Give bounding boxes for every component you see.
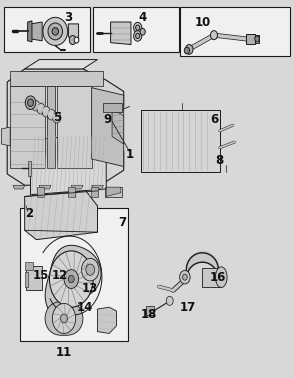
Circle shape	[42, 107, 50, 117]
Circle shape	[183, 274, 187, 280]
Text: 12: 12	[51, 269, 68, 282]
Circle shape	[47, 110, 56, 120]
Bar	[20, 208, 128, 341]
Circle shape	[133, 22, 142, 33]
Bar	[26, 266, 42, 290]
Bar	[181, 7, 290, 56]
Text: 7: 7	[118, 216, 126, 229]
Circle shape	[49, 251, 93, 307]
Bar	[10, 86, 45, 168]
Polygon shape	[112, 108, 124, 144]
Ellipse shape	[216, 267, 227, 288]
Text: 16: 16	[210, 271, 227, 284]
Circle shape	[136, 25, 140, 30]
Polygon shape	[69, 24, 78, 39]
Polygon shape	[28, 161, 31, 176]
Text: 15: 15	[33, 269, 49, 282]
Bar	[46, 86, 55, 168]
Bar	[25, 262, 33, 270]
Polygon shape	[92, 88, 124, 166]
Circle shape	[166, 296, 173, 305]
Bar	[141, 110, 220, 172]
Polygon shape	[92, 185, 103, 189]
Circle shape	[69, 36, 76, 45]
Polygon shape	[1, 127, 10, 146]
Circle shape	[53, 112, 61, 123]
Polygon shape	[31, 22, 42, 41]
Polygon shape	[31, 133, 106, 195]
Bar	[68, 187, 75, 197]
Polygon shape	[45, 302, 83, 335]
Text: 5: 5	[53, 111, 61, 124]
Polygon shape	[71, 185, 83, 189]
Text: 10: 10	[194, 15, 211, 28]
Bar	[255, 35, 259, 43]
Bar	[4, 7, 90, 52]
Circle shape	[136, 33, 140, 39]
Circle shape	[25, 96, 36, 110]
Circle shape	[86, 264, 95, 275]
Text: 9: 9	[103, 113, 112, 126]
Ellipse shape	[43, 17, 68, 45]
Text: 8: 8	[216, 154, 224, 167]
Text: 14: 14	[76, 301, 93, 314]
Circle shape	[184, 47, 190, 54]
Text: 1: 1	[126, 148, 133, 161]
Circle shape	[69, 275, 74, 283]
Polygon shape	[25, 191, 98, 240]
Ellipse shape	[48, 23, 63, 40]
Text: 2: 2	[25, 207, 33, 220]
Circle shape	[186, 45, 193, 54]
Bar	[10, 71, 103, 86]
Polygon shape	[111, 22, 131, 45]
Text: 13: 13	[82, 282, 98, 295]
Polygon shape	[25, 60, 98, 69]
Polygon shape	[39, 185, 51, 189]
Text: 6: 6	[210, 113, 218, 126]
Polygon shape	[7, 69, 124, 185]
Text: 11: 11	[56, 346, 72, 359]
Text: 18: 18	[140, 308, 157, 321]
Circle shape	[28, 99, 34, 107]
Bar	[146, 307, 154, 315]
Circle shape	[64, 270, 78, 288]
Circle shape	[74, 37, 79, 43]
Circle shape	[32, 101, 40, 111]
Polygon shape	[106, 187, 121, 197]
Circle shape	[255, 36, 259, 42]
Bar	[57, 86, 92, 168]
Circle shape	[140, 28, 145, 35]
Ellipse shape	[52, 28, 59, 35]
Bar	[246, 34, 255, 44]
Text: 17: 17	[180, 301, 196, 314]
Circle shape	[81, 259, 99, 281]
Bar	[202, 268, 221, 287]
Bar	[91, 187, 98, 197]
Circle shape	[37, 104, 45, 114]
Bar	[37, 187, 44, 197]
Circle shape	[180, 270, 190, 284]
Text: 3: 3	[64, 11, 72, 24]
Circle shape	[52, 304, 76, 333]
Bar	[25, 271, 28, 287]
Circle shape	[211, 31, 218, 40]
Polygon shape	[98, 307, 116, 333]
Bar	[103, 103, 122, 112]
Polygon shape	[28, 21, 32, 42]
Text: 4: 4	[138, 11, 147, 24]
Polygon shape	[45, 245, 101, 317]
Polygon shape	[13, 185, 25, 189]
Bar	[105, 187, 122, 197]
Circle shape	[26, 98, 35, 108]
Circle shape	[61, 314, 68, 323]
Bar	[93, 7, 179, 52]
Circle shape	[133, 31, 142, 41]
